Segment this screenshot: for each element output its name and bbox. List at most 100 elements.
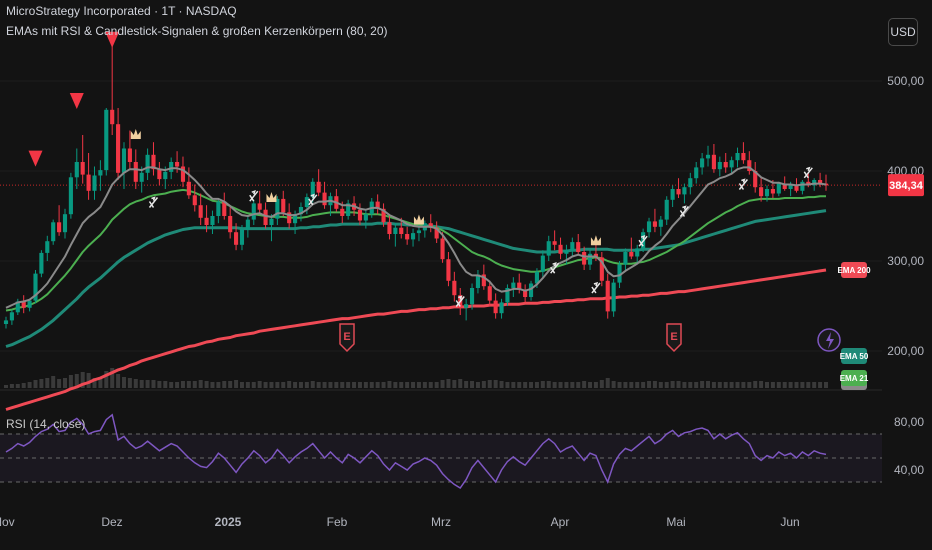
- volume-bar: [558, 382, 563, 388]
- volume-bar: [452, 380, 457, 388]
- volume-bar: [487, 380, 492, 388]
- candle-body: [234, 232, 239, 245]
- volume-bar: [682, 382, 687, 388]
- volume-bar: [411, 382, 416, 388]
- candle-body: [540, 255, 545, 272]
- candle-body: [416, 230, 422, 234]
- candle-body: [646, 221, 652, 233]
- candle-body: [304, 197, 309, 207]
- candle-body: [599, 257, 604, 281]
- volume-bar: [517, 382, 522, 388]
- candle-body: [198, 205, 203, 218]
- volume-bar: [717, 382, 722, 388]
- volume-bar: [287, 381, 292, 388]
- rsi-legend[interactable]: RSI (14, close): [6, 417, 86, 431]
- time-tick-label: Jun: [780, 515, 799, 529]
- ema-21-series: [5, 188, 826, 312]
- volume-bar: [605, 378, 610, 388]
- volume-bar: [186, 381, 191, 388]
- candle-body: [405, 234, 410, 240]
- volume-bar: [304, 382, 309, 388]
- indicator-legend[interactable]: EMAs mit RSI & Candlestick-Signalen & gr…: [6, 24, 388, 38]
- volume-bar: [393, 382, 398, 388]
- volume-bar: [133, 379, 138, 388]
- candle-body: [800, 181, 805, 191]
- candle-body: [281, 198, 286, 213]
- ema-50-series: [5, 209, 827, 348]
- price-axis-bg: [882, 0, 932, 550]
- candle-body: [676, 189, 681, 195]
- volume-bar: [611, 381, 616, 388]
- candle-body: [80, 162, 85, 175]
- rsi-tick-label: 40,00: [894, 463, 924, 477]
- ema-9-series: [5, 166, 827, 309]
- volume-bar: [263, 382, 268, 388]
- volume-bar: [334, 382, 339, 388]
- candle-body: [711, 154, 716, 170]
- chart-title: MicroStrategy Incorporated · 1T · NASDAQ: [6, 4, 237, 18]
- currency-button[interactable]: USD: [888, 18, 918, 46]
- volume-bar: [688, 382, 693, 388]
- volume-bar: [175, 382, 180, 388]
- ema-badge: [841, 348, 867, 364]
- ema-200-line: [5, 268, 827, 411]
- candle-body: [121, 148, 127, 173]
- rocket-icon: [738, 178, 748, 190]
- candle-body: [157, 169, 162, 180]
- volume-bar: [723, 382, 728, 388]
- time-tick-label: Mai: [666, 515, 685, 529]
- candle-body: [92, 175, 97, 191]
- candle-body: [239, 229, 245, 245]
- candle-body: [340, 208, 345, 216]
- candle-body: [139, 172, 144, 182]
- candle-body: [210, 216, 215, 225]
- candle-body: [576, 242, 581, 252]
- crown-icon: [130, 129, 141, 139]
- candle-body: [222, 201, 227, 216]
- candle-body: [505, 288, 510, 303]
- candle-body: [186, 181, 191, 196]
- candle-body: [57, 222, 62, 233]
- volume-bar: [511, 382, 516, 388]
- ema-21-line: [5, 188, 826, 312]
- candle-body: [410, 233, 416, 240]
- volume-bar: [281, 382, 286, 388]
- volume-bar: [257, 381, 262, 388]
- volume-bar: [251, 382, 256, 388]
- volume-bar: [399, 382, 404, 388]
- volume-bar: [21, 383, 26, 388]
- volume-bar: [216, 382, 221, 388]
- candle-body: [517, 282, 522, 290]
- volume-bar: [440, 380, 445, 388]
- candle-body: [587, 253, 593, 265]
- volume-bar: [647, 381, 652, 388]
- volume-bar: [80, 372, 85, 388]
- volume-bar: [576, 382, 581, 388]
- volume-bar: [818, 382, 823, 388]
- candle-body: [617, 264, 622, 283]
- candle-body: [151, 154, 156, 170]
- volume-bar: [68, 375, 73, 388]
- candle-body: [269, 218, 274, 225]
- candle-body: [481, 274, 486, 287]
- volume-bar: [293, 382, 298, 388]
- volume-bar: [45, 378, 50, 388]
- candle-body: [552, 241, 557, 245]
- volume-bar: [534, 382, 539, 388]
- volume-bar: [523, 382, 528, 388]
- candle-body: [735, 153, 740, 161]
- volume-bar: [694, 382, 699, 388]
- ema-badge: [841, 370, 867, 386]
- candle-body: [298, 207, 304, 215]
- candle-body: [393, 227, 398, 234]
- candle-body: [263, 209, 268, 225]
- volume-bar: [62, 378, 67, 388]
- candle-body: [688, 178, 693, 188]
- volume-bar: [357, 382, 362, 388]
- lightning-glyph: [826, 332, 834, 349]
- volume-bar: [706, 381, 711, 388]
- candle-body: [511, 282, 516, 288]
